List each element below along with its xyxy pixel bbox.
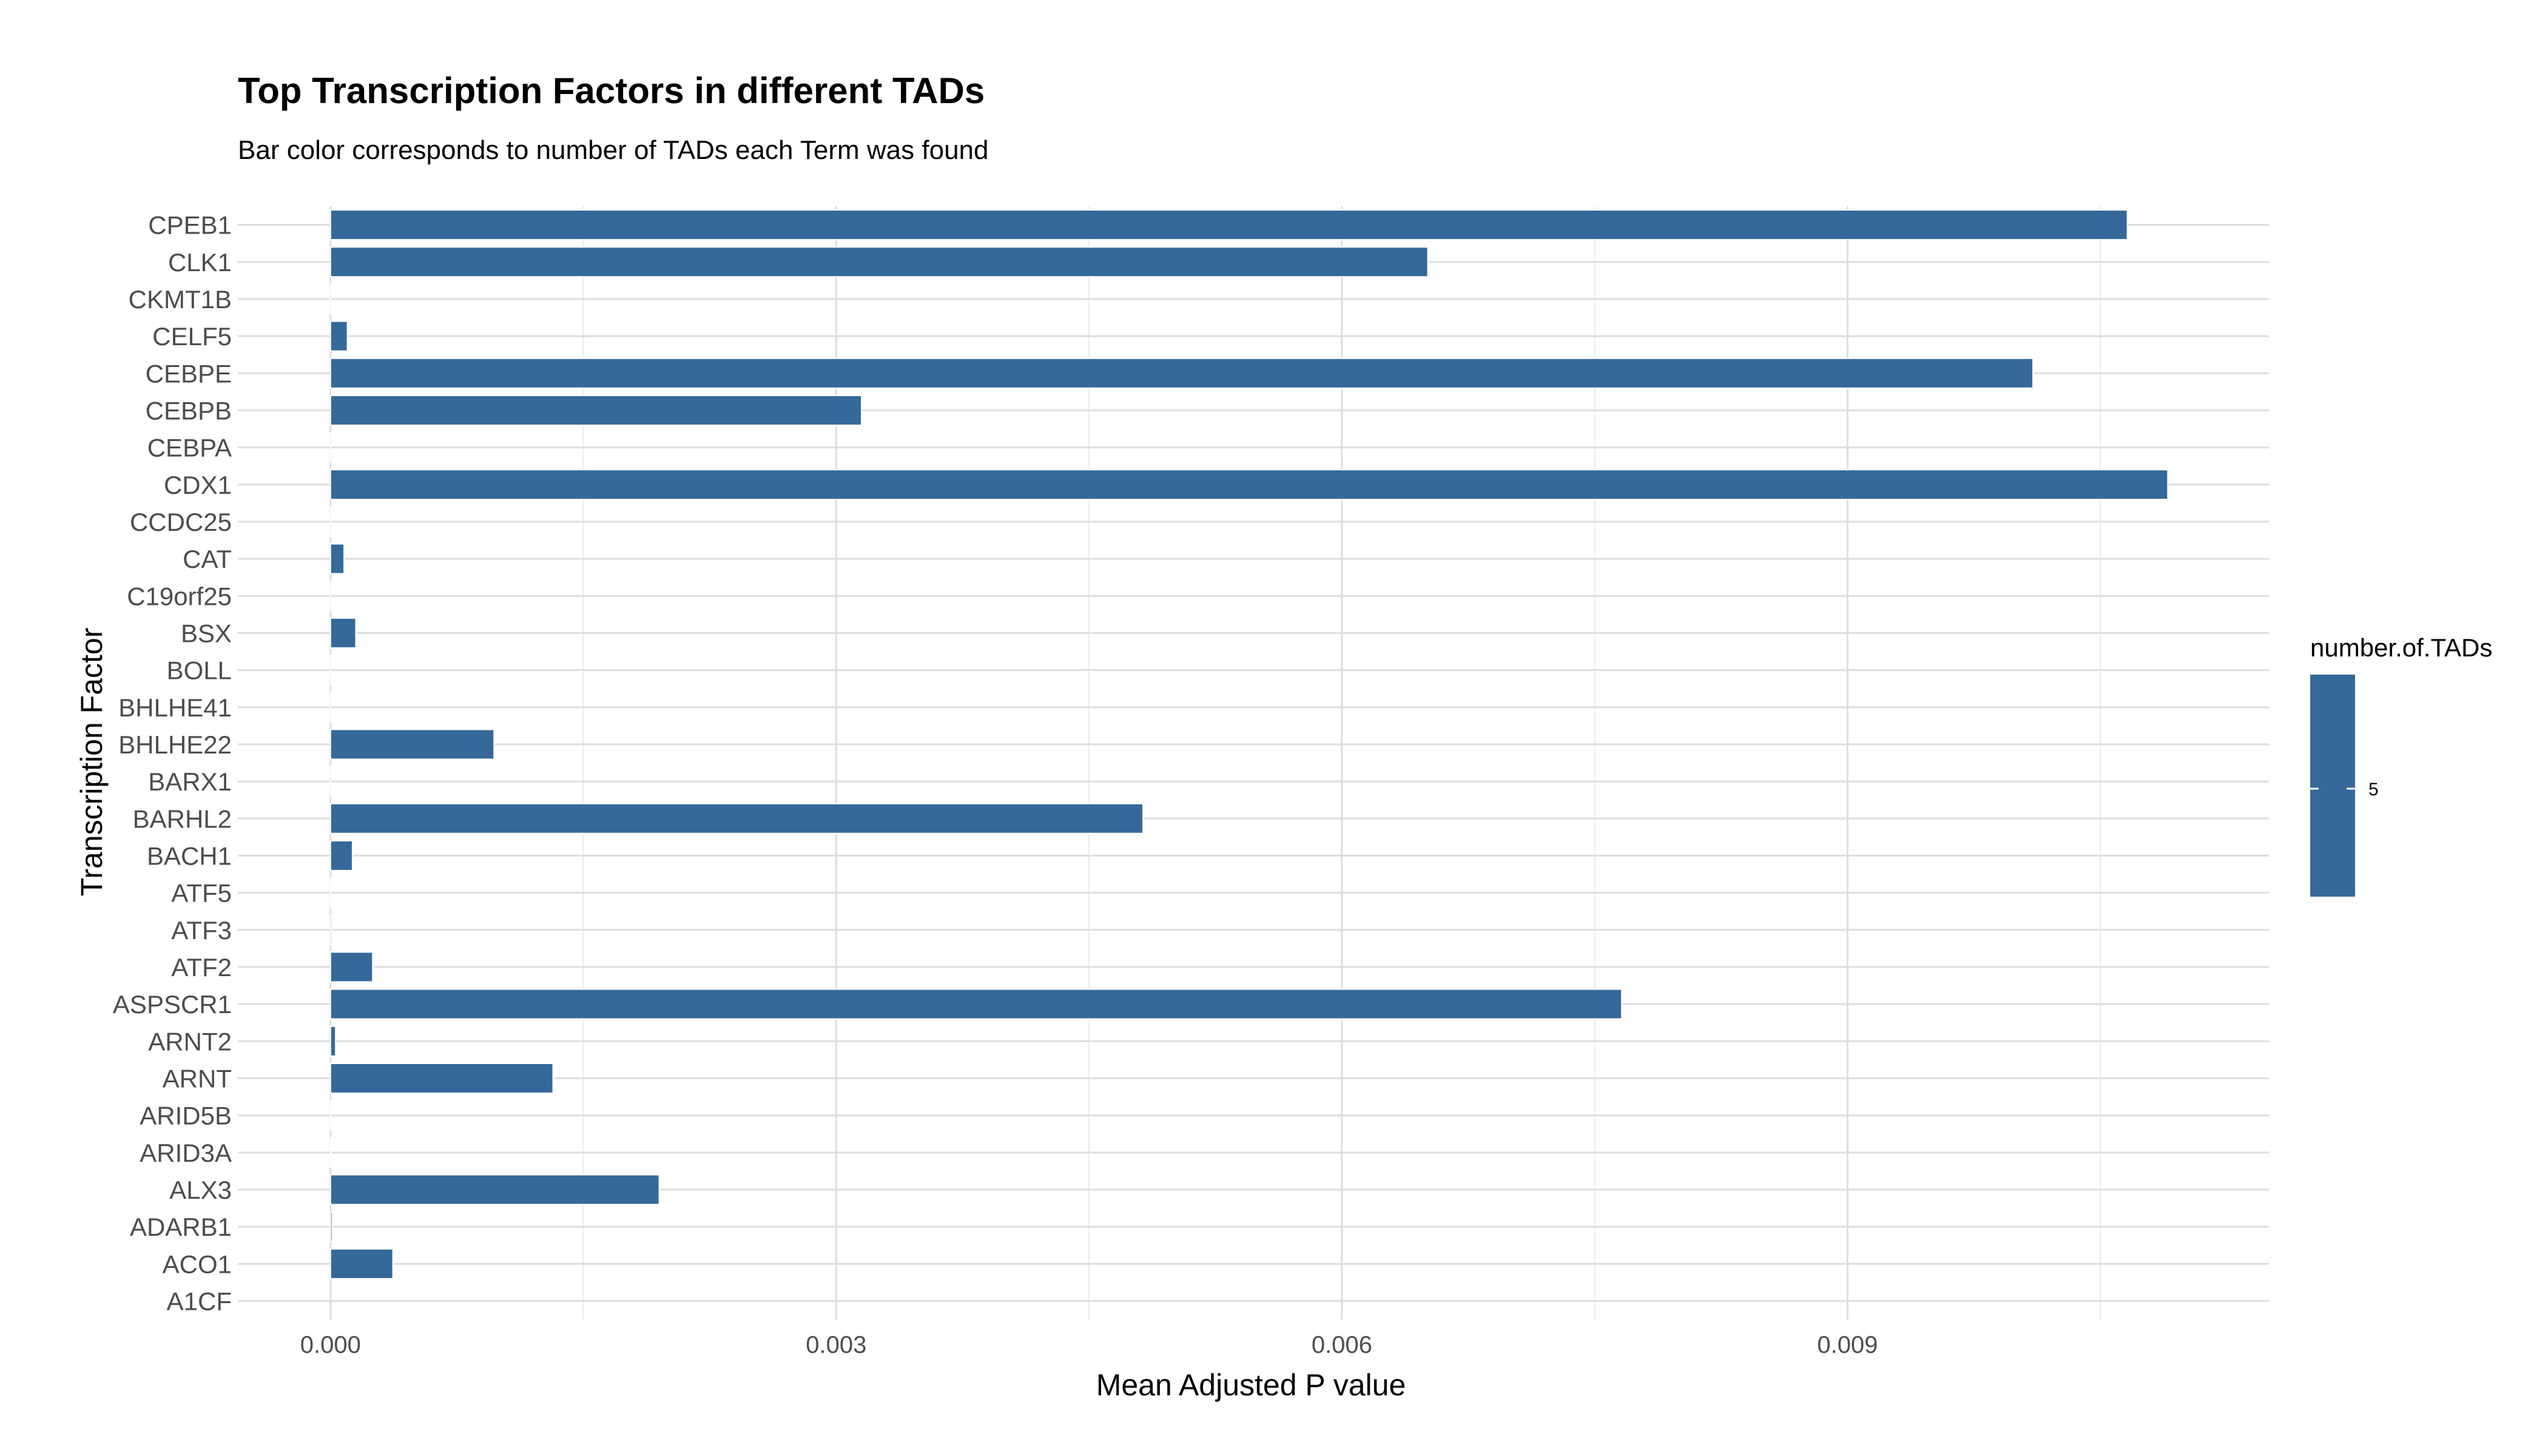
y-tick-label: CPEB1 <box>148 211 232 240</box>
y-tick-label: BOLL <box>167 656 232 685</box>
y-tick-labels: A1CF ACO1 ADARB1 ALX3 ARID3A ARID5B ARNT ARNT2 A… <box>113 211 232 1316</box>
bar <box>329 246 1429 278</box>
legend-tick-label: 5 <box>2368 780 2379 800</box>
y-tick-label: A1CF <box>167 1287 232 1315</box>
y-tick-label: BHLHE22 <box>118 730 232 759</box>
bar <box>329 803 1144 834</box>
chart-subtitle: Bar color corresponds to number of TADs … <box>238 135 988 165</box>
y-tick-label: ACO1 <box>163 1250 232 1278</box>
y-tick-label: CLK1 <box>168 248 232 277</box>
bar <box>329 1211 333 1242</box>
y-tick-label: BHLHE41 <box>118 693 232 722</box>
bars <box>329 209 2169 1279</box>
y-tick-label: BARHL2 <box>133 804 232 833</box>
x-tick-label: 0.009 <box>1817 1332 1878 1358</box>
bar <box>329 988 1623 1020</box>
bar <box>329 729 495 760</box>
y-tick-label: ASPSCR1 <box>113 990 232 1019</box>
y-tick-label: CEBPE <box>146 359 232 388</box>
y-tick-label: CAT <box>183 545 232 573</box>
x-tick-label: 0.006 <box>1312 1332 1372 1358</box>
bar <box>329 543 345 575</box>
legend-colorbar <box>2310 675 2355 897</box>
y-tick-label: ATF2 <box>171 953 232 982</box>
y-tick-label: BACH1 <box>147 841 232 870</box>
x-tick-label: 0.000 <box>300 1332 361 1358</box>
bar <box>329 1062 554 1094</box>
bar <box>329 951 374 983</box>
bar <box>329 209 2128 241</box>
y-tick-label: CKMT1B <box>129 285 232 314</box>
x-axis-label: Mean Adjusted P value <box>1096 1368 1406 1402</box>
y-tick-label: C19orf25 <box>127 582 232 610</box>
chart-title: Top Transcription Factors in different T… <box>238 70 985 111</box>
y-tick-label: ATF3 <box>171 916 232 945</box>
y-tick-label: ALX3 <box>169 1176 232 1204</box>
x-tick-labels: 0.000 0.003 0.006 0.009 <box>300 1332 1878 1358</box>
y-tick-label: CDX1 <box>164 471 232 499</box>
y-tick-label: BARX1 <box>148 767 232 796</box>
bar <box>329 469 2169 500</box>
y-tick-label: ATF5 <box>171 879 232 908</box>
bar <box>329 840 353 871</box>
x-tick-label: 0.003 <box>806 1332 866 1358</box>
bar <box>329 914 333 946</box>
y-tick-label: CEBPB <box>146 396 232 425</box>
y-tick-label: CEBPA <box>147 434 232 462</box>
y-tick-label: ADARB1 <box>130 1213 232 1241</box>
bar <box>329 320 348 352</box>
y-tick-label: ARID5B <box>140 1102 232 1130</box>
legend: number.of.TADs 5 <box>2310 633 2492 897</box>
bar <box>329 617 357 649</box>
bar <box>329 357 2034 389</box>
y-tick-label: BSX <box>181 619 232 647</box>
bar <box>329 394 863 426</box>
y-axis-label: Transcription Factor <box>75 628 109 897</box>
y-tick-label: ARNT <box>163 1064 232 1093</box>
y-tick-label: ARNT2 <box>148 1027 232 1056</box>
y-tick-label: CELF5 <box>152 322 232 351</box>
y-tick-label: ARID3A <box>140 1139 232 1167</box>
minor-gridlines <box>582 206 2101 1320</box>
legend-title: number.of.TADs <box>2310 633 2492 662</box>
bar <box>329 1174 660 1205</box>
bar <box>329 1025 337 1057</box>
y-tick-label: CCDC25 <box>130 508 232 536</box>
bar <box>329 1248 394 1279</box>
